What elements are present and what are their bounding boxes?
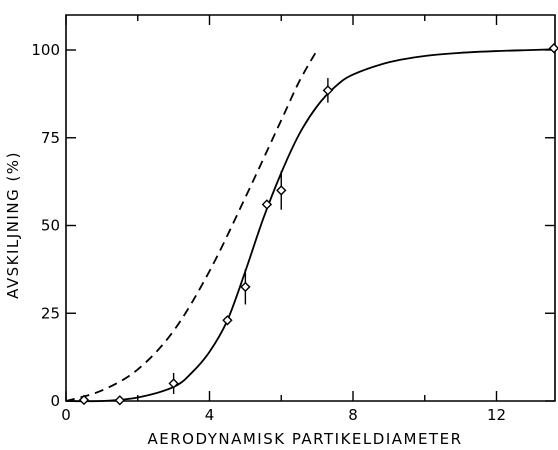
data-point — [240, 269, 251, 305]
y-axis-ticks: 0 25 50 75 100 — [31, 41, 555, 410]
data-point — [114, 395, 126, 406]
diamond-marker — [261, 199, 273, 210]
data-point — [168, 372, 179, 394]
x-tick-label: 8 — [348, 406, 358, 424]
data-point — [261, 199, 273, 210]
x-tick-label: 0 — [61, 406, 71, 424]
axis-frame — [65, 14, 556, 402]
y-tick-label: 25 — [41, 304, 60, 322]
diamond-marker — [168, 378, 179, 389]
diamond-marker — [222, 315, 233, 326]
data-point — [276, 171, 287, 210]
y-tick-label: 75 — [41, 129, 60, 147]
fit-curves — [65, 48, 554, 403]
diamond-marker — [548, 43, 558, 54]
diamond-marker — [78, 394, 90, 406]
x-axis-label: AERODYNAMISK PARTIKELDIAMETER — [148, 430, 463, 448]
diamond-marker — [322, 85, 334, 96]
plot-area — [65, 14, 556, 402]
solid-fit-curve — [65, 48, 554, 403]
y-tick-label: 100 — [31, 41, 60, 59]
data-point — [548, 43, 558, 54]
data-points — [78, 43, 558, 406]
y-tick-label: 50 — [41, 217, 60, 235]
diamond-marker — [240, 281, 251, 293]
y-tick-label: 0 — [50, 392, 60, 410]
data-point — [222, 315, 233, 326]
data-point — [322, 78, 334, 103]
diamond-marker — [276, 185, 287, 196]
data-point — [78, 394, 90, 406]
x-axis-ticks: 0 4 8 12 — [61, 15, 506, 424]
dashed-fit-curve — [65, 49, 318, 402]
x-tick-label: 4 — [205, 406, 215, 424]
diamond-marker — [114, 395, 126, 406]
y-axis-label: AVSKILJNING (%) — [4, 151, 22, 299]
x-tick-label: 12 — [487, 406, 506, 424]
